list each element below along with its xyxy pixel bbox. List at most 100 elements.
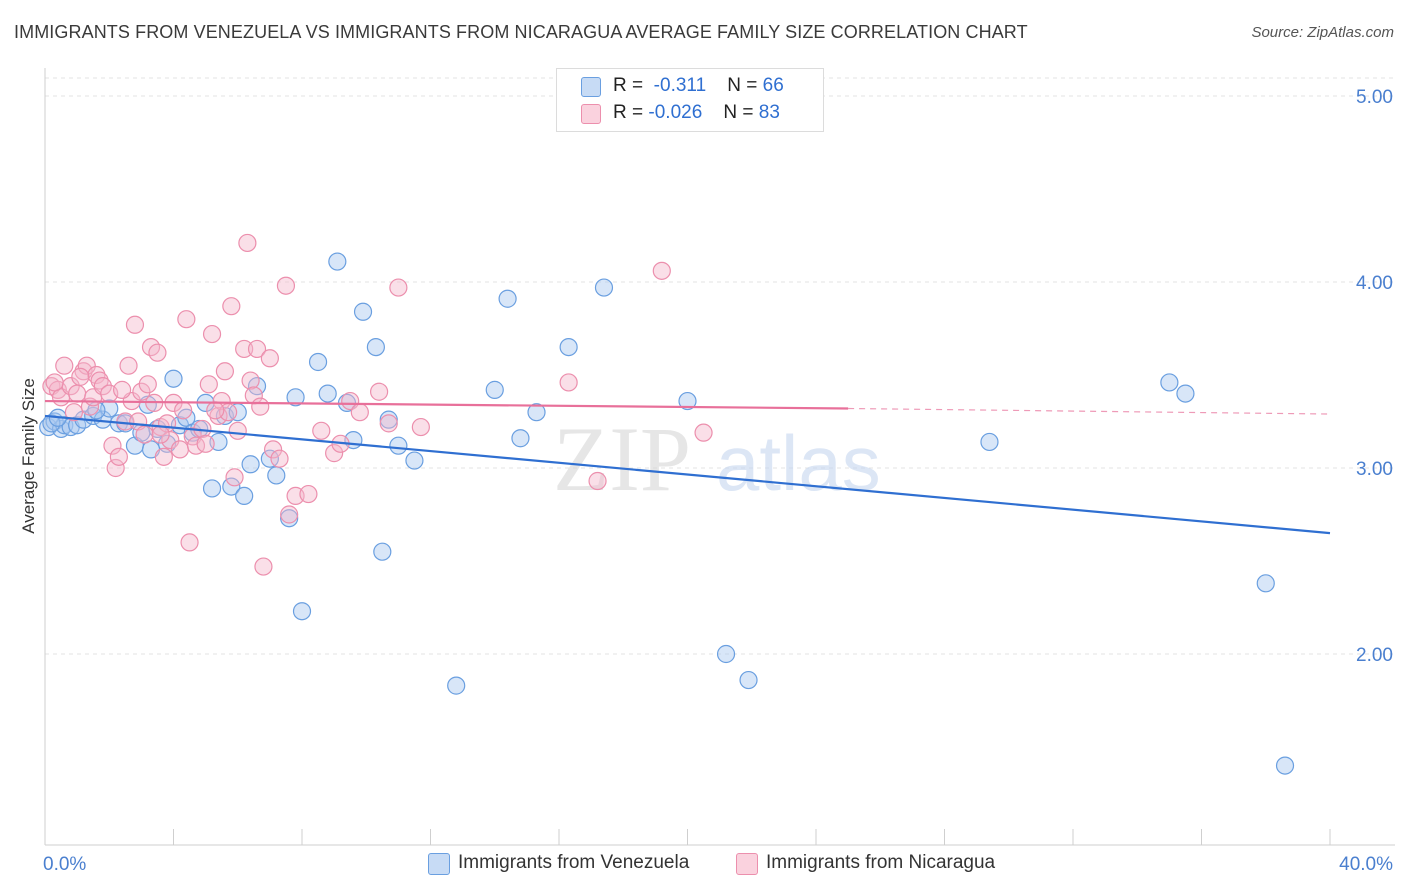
data-point[interactable] — [1256, 574, 1275, 593]
data-point[interactable] — [238, 233, 257, 253]
data-point[interactable] — [215, 362, 234, 381]
data-point[interactable] — [87, 365, 106, 385]
y-tick-label-0: 5.00 — [1356, 87, 1393, 108]
legend-label-nicaragua: Immigrants from Nicaragua — [766, 852, 996, 873]
data-point[interactable] — [241, 455, 260, 474]
data-point[interactable] — [180, 533, 199, 552]
data-point[interactable] — [559, 373, 578, 392]
y-tick-label-2: 3.00 — [1356, 459, 1393, 480]
data-point[interactable] — [209, 406, 228, 426]
data-point[interactable] — [980, 432, 999, 452]
data-point[interactable] — [106, 458, 125, 478]
data-point[interactable] — [93, 377, 112, 396]
data-point[interactable] — [267, 466, 286, 485]
data-point[interactable] — [594, 278, 614, 297]
data-point[interactable] — [270, 449, 289, 468]
data-point[interactable] — [527, 403, 546, 422]
data-point[interactable] — [161, 431, 180, 450]
data-point[interactable] — [196, 434, 215, 453]
data-point[interactable] — [350, 403, 369, 422]
data-point[interactable] — [263, 440, 283, 459]
data-point[interactable] — [366, 338, 385, 357]
data-point[interactable] — [125, 315, 145, 334]
data-point[interactable] — [405, 451, 424, 470]
data-point[interactable] — [151, 425, 170, 444]
data-point[interactable] — [90, 371, 109, 390]
data-point[interactable] — [112, 380, 132, 399]
data-point[interactable] — [206, 401, 225, 420]
data-point[interactable] — [254, 557, 273, 576]
data-point[interactable] — [353, 302, 373, 321]
data-point[interactable] — [716, 644, 736, 664]
data-point[interactable] — [212, 391, 231, 411]
data-point[interactable] — [251, 397, 270, 416]
data-point[interactable] — [389, 278, 408, 297]
data-point[interactable] — [222, 297, 241, 316]
data-point[interactable] — [485, 380, 504, 399]
data-point[interactable] — [739, 670, 758, 690]
data-point[interactable] — [109, 447, 128, 466]
data-point[interactable] — [652, 261, 671, 280]
data-point[interactable] — [299, 484, 318, 504]
data-point[interactable] — [148, 343, 167, 362]
data-point[interactable] — [154, 447, 173, 466]
data-point[interactable] — [45, 373, 64, 392]
data-point[interactable] — [64, 403, 84, 422]
data-point[interactable] — [312, 421, 331, 440]
stats-legend: R = -0.311 N = 66 R = -0.026 N = 83 — [556, 68, 824, 132]
stats-n-label: N = — [727, 75, 758, 96]
data-point[interactable] — [694, 423, 713, 442]
data-point[interactable] — [170, 440, 190, 459]
data-point[interactable] — [202, 479, 222, 498]
data-point[interactable] — [199, 375, 218, 394]
data-point[interactable] — [241, 371, 260, 390]
data-point[interactable] — [276, 276, 296, 295]
data-point[interactable] — [138, 375, 157, 394]
legend-label-venezuela: Immigrants from Venezuela — [458, 852, 690, 873]
data-point[interactable] — [260, 349, 279, 368]
data-point[interactable] — [235, 339, 254, 359]
stats-n-value: 66 — [762, 75, 784, 96]
data-point[interactable] — [370, 382, 389, 401]
data-point[interactable] — [119, 356, 138, 375]
data-point[interactable] — [228, 421, 247, 440]
data-point[interactable] — [379, 414, 398, 433]
data-point[interactable] — [202, 324, 222, 344]
trend-line-0 — [44, 414, 1331, 535]
data-point[interactable] — [235, 486, 254, 505]
data-point[interactable] — [447, 676, 466, 695]
data-point[interactable] — [373, 542, 392, 561]
data-point[interactable] — [177, 310, 196, 329]
data-point[interactable] — [286, 388, 305, 407]
data-point[interactable] — [292, 602, 312, 621]
y-tick-label-1: 4.00 — [1356, 273, 1393, 294]
data-point[interactable] — [247, 339, 267, 359]
data-point[interactable] — [71, 367, 90, 386]
data-point[interactable] — [559, 338, 578, 357]
data-point[interactable] — [174, 401, 193, 420]
data-point[interactable] — [77, 356, 96, 375]
source-label: Source: ZipAtlas.com — [1251, 24, 1394, 41]
data-point[interactable] — [588, 471, 607, 491]
data-point[interactable] — [511, 429, 530, 448]
data-point[interactable] — [1160, 373, 1179, 392]
data-point[interactable] — [328, 252, 347, 271]
data-point[interactable] — [68, 384, 87, 403]
data-point[interactable] — [225, 468, 244, 487]
data-point[interactable] — [135, 425, 154, 444]
data-point[interactable] — [1275, 756, 1295, 775]
data-point[interactable] — [389, 436, 408, 455]
data-point[interactable] — [318, 384, 337, 403]
data-point[interactable] — [411, 417, 430, 437]
data-point[interactable] — [308, 352, 328, 372]
data-point[interactable] — [1176, 384, 1195, 403]
data-point[interactable] — [325, 444, 344, 463]
data-point[interactable] — [498, 289, 517, 308]
data-point[interactable] — [678, 391, 697, 411]
data-point[interactable] — [132, 382, 151, 401]
data-point[interactable] — [280, 505, 299, 524]
x-tick-label-max: 40.0% — [1339, 854, 1393, 875]
data-point[interactable] — [164, 369, 183, 388]
data-point[interactable] — [55, 356, 74, 375]
data-point[interactable] — [103, 436, 122, 455]
